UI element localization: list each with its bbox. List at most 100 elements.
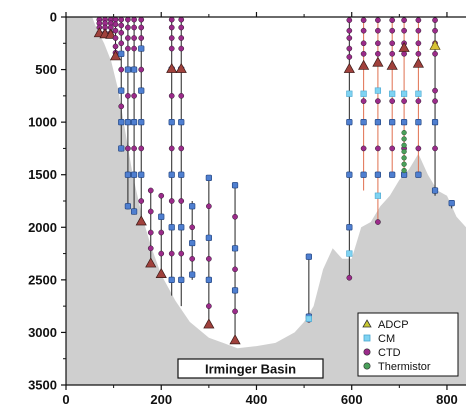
thermistor-marker-icon [363,362,371,370]
ctd-marker [147,208,154,215]
adcp-marker [166,62,178,73]
ctd-marker [147,245,154,252]
cm-marker [118,87,125,94]
mooring-6 [124,16,132,210]
adcp-marker [203,318,215,329]
cm-marker [138,45,145,52]
ctd-marker [375,17,381,24]
ctd-marker [360,50,367,57]
legend-label-cm: CM [378,333,395,345]
mooring-19 [372,17,384,225]
cm-marker [415,171,422,178]
cm-marker-light [374,192,382,199]
adcp-marker [372,56,384,67]
ctd-marker [389,50,396,57]
legend-entry-cm: CM [363,333,395,345]
ctd-marker [118,16,125,23]
basin-label: Irminger Basin [205,362,296,377]
cm-marker [231,182,239,189]
ctd-marker [401,98,407,104]
cm-marker [168,119,175,126]
ctd-marker [138,16,145,23]
cm-marker [431,119,439,126]
ctd-marker [206,203,212,210]
ctd-marker [131,24,137,31]
x-tick-label: 400 [246,392,268,407]
cm-marker [168,276,175,283]
mooring-22 [412,17,424,178]
cm-marker [138,171,145,178]
adcp-marker [412,57,424,68]
thermistor-marker [401,136,407,142]
ctd-marker [432,17,438,24]
ctd-marker [118,66,125,73]
cm-marker [374,119,382,126]
ctd-marker [232,213,238,220]
ctd-marker [168,93,175,99]
cm-marker [189,271,196,278]
ctd-marker [178,24,185,31]
mooring-20 [386,17,398,178]
y-tick-label: 0 [50,10,57,25]
cm-marker-icon [363,334,371,342]
cm-marker [346,119,353,126]
ctd-marker [118,103,125,110]
ctd-marker [131,35,137,41]
adcp-marker [135,215,147,226]
ctd-marker [131,145,137,152]
cm-marker [431,187,439,194]
mooring-8 [135,16,147,226]
ctd-marker [432,98,438,104]
ctd-marker [415,145,422,152]
cm-marker [205,174,212,181]
ctd-marker [147,187,154,194]
adcp-marker [105,28,117,39]
ctd-marker [168,35,175,41]
ctd-marker [112,27,119,34]
ctd-marker [131,93,137,99]
mooring-layer [93,16,455,345]
ctd-marker [401,27,407,34]
ctd-marker [118,29,125,36]
cm-marker [400,119,408,126]
cm-marker [130,119,138,126]
cm-marker-light [305,315,312,322]
mooring-15 [229,182,241,345]
adcp-marker [358,59,370,70]
y-tick-label: 1000 [28,115,57,130]
ctd-marker [415,40,422,47]
cm-marker [231,287,239,294]
cm-marker [231,245,239,252]
cm-marker [178,119,185,126]
cm-marker [130,208,138,215]
cm-marker [124,119,132,126]
ctd-marker [125,16,131,23]
cm-marker [346,224,353,231]
y-tick-label: 3000 [28,325,57,340]
ctd-marker [360,40,367,47]
ctd-marker [178,35,185,41]
ctd-marker [131,16,137,23]
legend-label-thermistor: Thermistor [378,361,431,373]
adcp-marker [109,50,122,61]
cm-marker [124,66,132,73]
mooring-14 [203,174,215,329]
mooring-3 [105,16,117,39]
legend-entry-adcp: ADCP [362,319,409,331]
y-tick-label: 2500 [28,272,57,287]
mooring-18 [358,17,370,191]
ctd-marker [432,145,438,152]
ctd-marker [415,27,422,34]
cm-marker [448,200,455,207]
ctd-marker [138,24,145,31]
ctd-marker [360,98,367,104]
ctd-marker [415,50,422,57]
mooring-10 [155,192,167,278]
cm-marker [168,171,175,178]
ctd-marker [346,45,353,52]
ctd-marker [389,27,396,34]
cm-marker [130,171,138,178]
ctd-marker [158,250,165,257]
ctd-marker [178,250,185,257]
